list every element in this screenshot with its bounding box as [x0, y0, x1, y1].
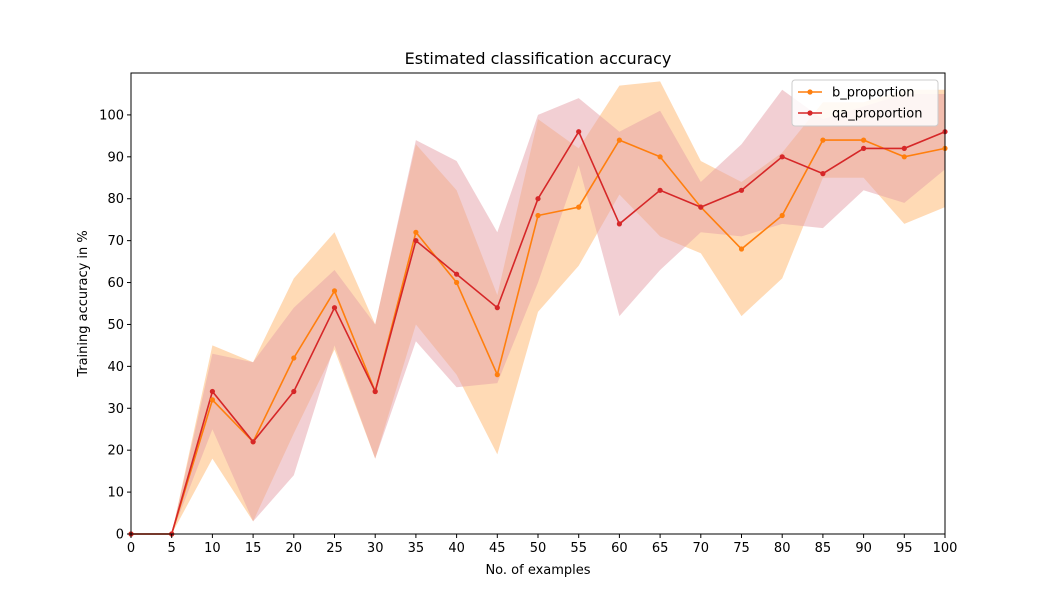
point-b_proportion	[779, 212, 785, 219]
y-axis-label: Training accuracy in %	[76, 230, 91, 378]
point-qa_proportion	[616, 221, 623, 227]
point-b_proportion	[494, 372, 500, 378]
point-qa_proportion	[657, 187, 663, 193]
y-tick-label: 0	[116, 528, 124, 543]
x-tick-label: 30	[367, 541, 384, 556]
x-tick-label: 5	[168, 541, 176, 556]
x-tick-label: 15	[245, 541, 262, 556]
point-qa_proportion	[698, 204, 704, 210]
x-tick-label: 80	[774, 541, 791, 556]
x-tick-label: 45	[489, 541, 506, 556]
x-tick-label: 0	[127, 541, 135, 556]
y-axis-ticks: 0 10 20 30 40 50 60 70 80 90 100	[99, 108, 131, 543]
legend-box	[791, 79, 939, 127]
x-tick-label: 90	[855, 541, 872, 556]
point-b_proportion	[209, 397, 215, 403]
point-b_proportion	[413, 229, 419, 235]
legend-marker-b_proportion	[807, 89, 813, 95]
point-b_proportion	[454, 279, 460, 286]
point-qa_proportion	[331, 305, 338, 311]
y-tick-label: 40	[107, 360, 124, 375]
point-qa_proportion	[820, 171, 826, 177]
x-tick-label: 10	[204, 541, 221, 556]
y-tick-label: 30	[107, 402, 124, 417]
point-qa_proportion	[779, 154, 785, 160]
x-tick-label: 75	[733, 541, 750, 556]
point-b_proportion	[861, 137, 867, 143]
point-qa_proportion	[494, 305, 500, 311]
point-qa_proportion	[535, 196, 541, 202]
point-b_proportion	[291, 355, 297, 361]
point-b_proportion	[657, 154, 663, 160]
y-tick-label: 90	[107, 150, 124, 165]
x-tick-label: 100	[933, 541, 958, 556]
point-b_proportion	[820, 137, 826, 143]
point-qa_proportion	[454, 271, 460, 277]
x-axis-ticks: 0 5 10 15 20 25 30 35 40 45 50 55 60 65 70 75 80 85 90 95 10…	[127, 534, 958, 556]
legend-marker-qa_proportion	[807, 110, 813, 116]
point-qa_proportion	[291, 388, 297, 395]
point-b_proportion	[901, 154, 907, 160]
legend: b_proportion qa_proportion	[791, 79, 939, 127]
x-tick-label: 20	[286, 541, 303, 556]
point-qa_proportion	[861, 145, 867, 151]
y-tick-label: 80	[107, 192, 124, 207]
x-axis-label: No. of examples	[485, 563, 590, 578]
y-tick-label: 10	[107, 486, 124, 501]
point-qa_proportion	[250, 439, 256, 445]
point-b_proportion	[616, 137, 623, 143]
y-tick-label: 60	[107, 276, 124, 291]
x-tick-label: 35	[408, 541, 425, 556]
legend-label-qa_proportion: qa_proportion	[832, 107, 922, 122]
point-b_proportion	[738, 246, 745, 252]
point-b_proportion	[331, 288, 338, 294]
point-qa_proportion	[209, 388, 215, 395]
point-qa_proportion	[576, 129, 582, 135]
point-qa_proportion	[901, 145, 907, 151]
y-tick-label: 50	[107, 318, 124, 333]
point-b_proportion	[535, 212, 541, 219]
y-tick-label: 20	[107, 444, 124, 459]
point-b_proportion	[576, 204, 582, 210]
x-tick-label: 60	[611, 541, 628, 556]
x-tick-label: 25	[326, 541, 343, 556]
point-qa_proportion	[372, 388, 378, 395]
x-tick-label: 55	[570, 541, 587, 556]
y-tick-label: 100	[99, 108, 124, 123]
point-qa_proportion	[738, 187, 745, 193]
point-qa_proportion	[413, 238, 419, 244]
chart-title: Estimated classification accuracy	[405, 49, 672, 68]
x-tick-label: 70	[693, 541, 710, 556]
legend-label-b_proportion: b_proportion	[832, 86, 914, 101]
confidence-bands	[131, 81, 945, 535]
x-tick-label: 65	[652, 541, 669, 556]
x-tick-label: 95	[896, 541, 913, 556]
x-tick-label: 40	[448, 541, 465, 556]
y-tick-label: 70	[107, 234, 124, 249]
band-qa_proportion	[131, 89, 945, 535]
x-tick-label: 50	[530, 541, 547, 556]
x-tick-label: 85	[815, 541, 832, 556]
